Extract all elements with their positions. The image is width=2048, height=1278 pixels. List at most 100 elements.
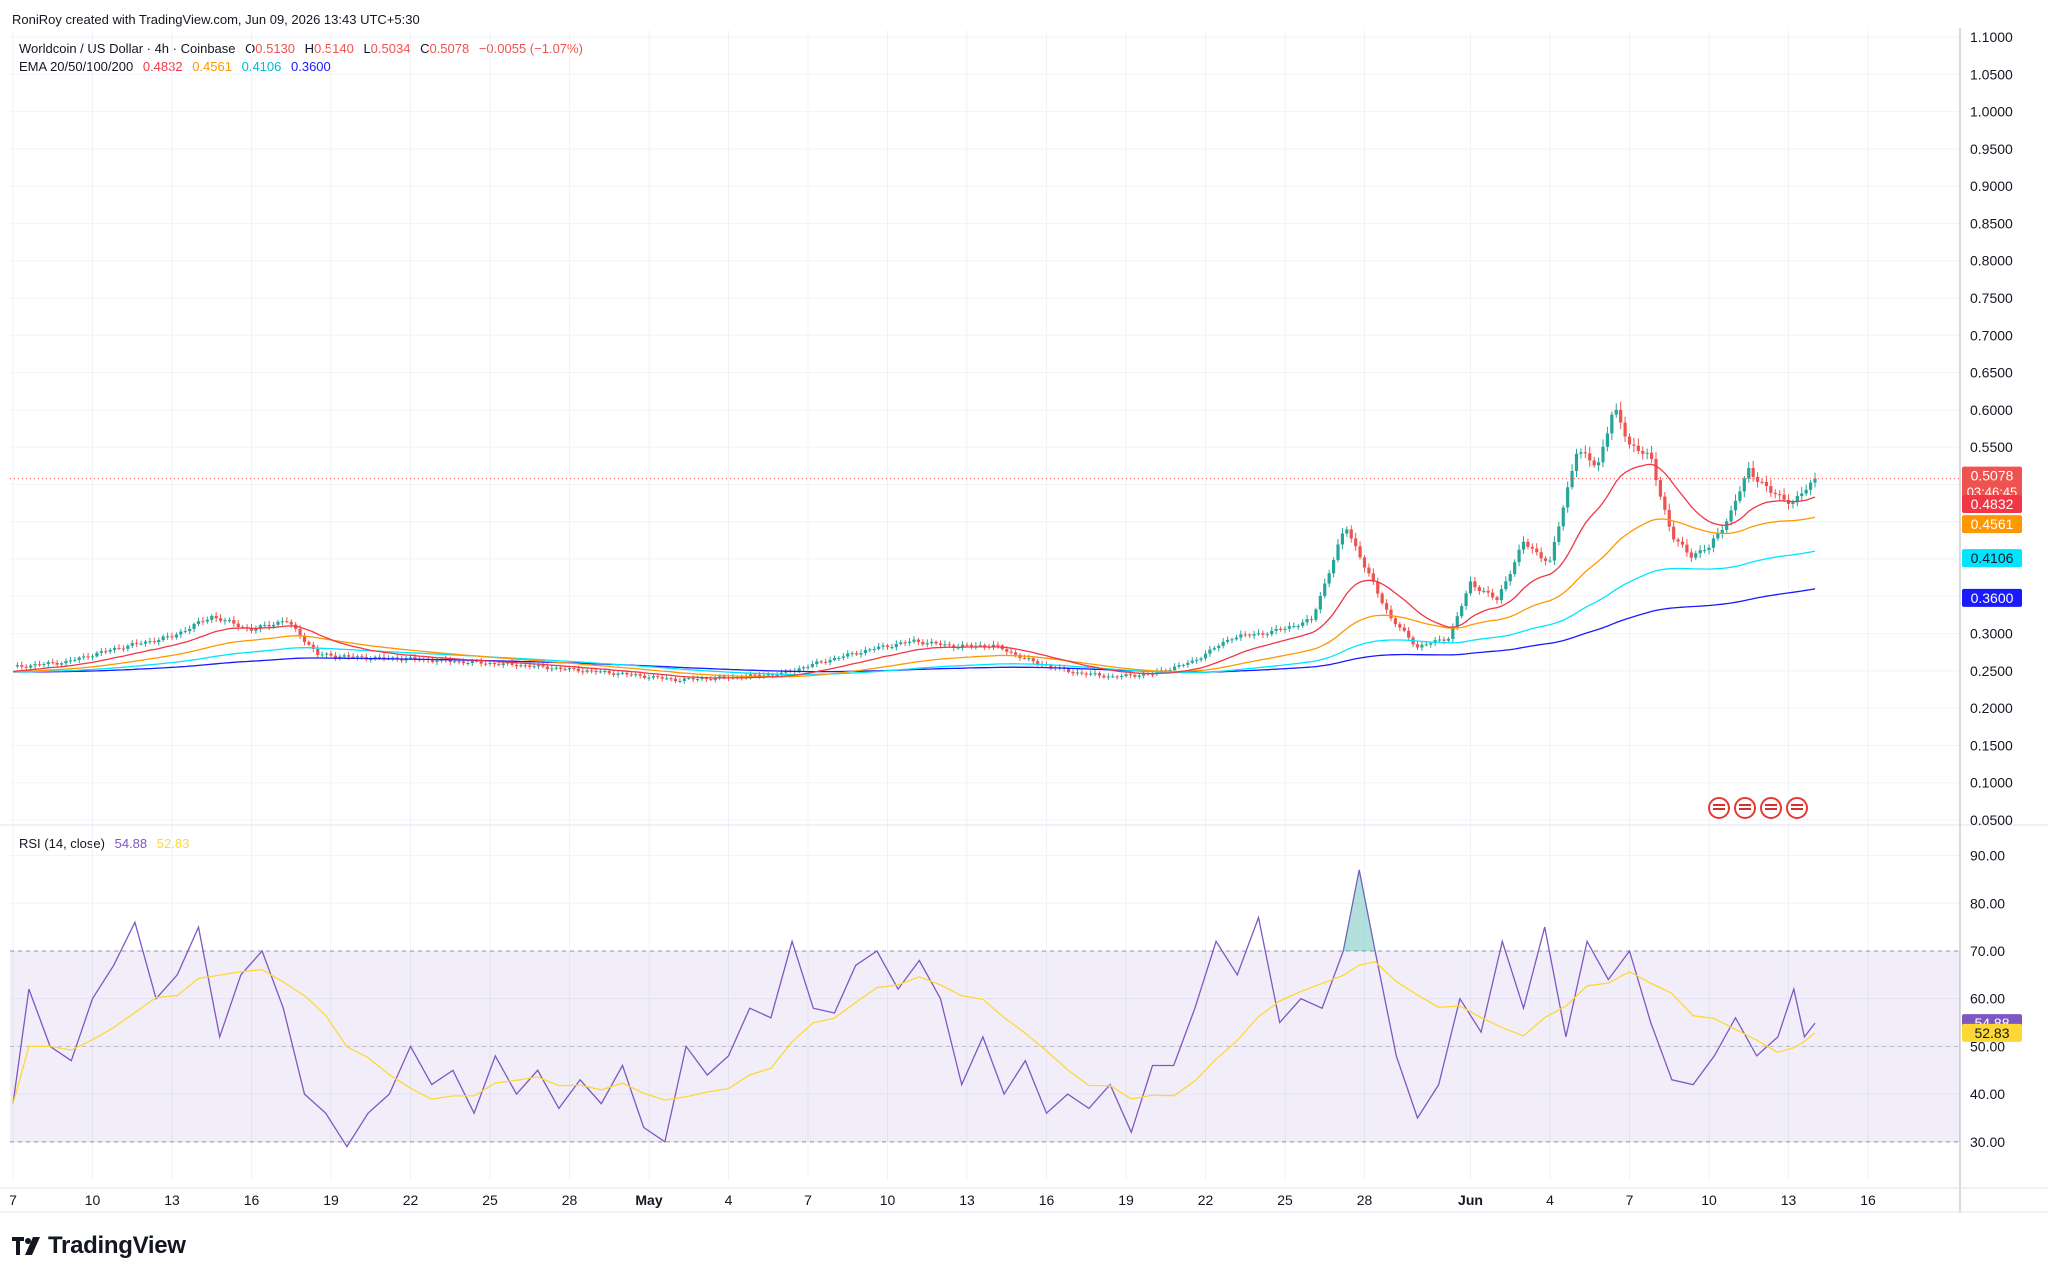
symbol-title[interactable]: Worldcoin / US Dollar · 4h · Coinbase <box>19 41 236 56</box>
candle-body <box>810 664 815 667</box>
candle-body <box>1720 529 1724 534</box>
rsi-ma-value: 52.83 <box>156 836 190 851</box>
candle-body <box>1049 665 1053 668</box>
tradingview-logo[interactable]: TradingView <box>12 1232 186 1260</box>
price-badge-bg <box>1962 588 2022 607</box>
candle-body <box>598 671 603 673</box>
candle-body <box>1588 453 1592 461</box>
logo-text: TradingView <box>48 1232 186 1259</box>
candle-body <box>1380 593 1384 604</box>
rsi-ma-line <box>12 961 1816 1104</box>
candle-body <box>934 641 938 644</box>
candle-body <box>881 645 885 647</box>
time-tick-label: 19 <box>1118 1192 1134 1208</box>
candle-body <box>497 664 501 666</box>
ema200-line <box>13 588 1816 673</box>
candle-body <box>960 644 965 648</box>
candle-body <box>148 641 152 643</box>
rsi-tick-label: 90.00 <box>1970 848 2005 864</box>
us-flag-icon[interactable] <box>1760 797 1782 819</box>
price-tick-label: 0.5500 <box>1970 439 2013 455</box>
candle-body <box>1729 510 1733 522</box>
time-tick-label: 10 <box>880 1192 896 1208</box>
candle-body <box>1133 675 1137 677</box>
ema-label[interactable]: EMA 20/50/100/200 <box>19 59 134 74</box>
candle-body <box>947 644 951 646</box>
candle-body <box>1592 460 1596 466</box>
candle-body <box>46 662 50 665</box>
candle-body <box>1221 641 1225 646</box>
rsi-tick-label: 40.00 <box>1970 1086 2005 1102</box>
rsi-tick-label: 80.00 <box>1970 895 2005 911</box>
candle-body <box>1013 652 1018 655</box>
candle-body <box>576 668 580 672</box>
candle-body <box>824 661 828 663</box>
candle-body <box>514 664 519 667</box>
candle-body <box>695 679 700 681</box>
candle-body <box>152 641 156 643</box>
time-tick-label: 10 <box>85 1192 101 1208</box>
time-tick-label: 28 <box>1357 1192 1373 1208</box>
candle-body <box>311 644 315 649</box>
candle-body <box>656 676 660 678</box>
candle-body <box>1782 494 1786 500</box>
candle-body <box>1566 487 1570 508</box>
candle-body <box>762 675 766 677</box>
candle-body <box>1119 676 1124 678</box>
candle-body <box>952 645 956 649</box>
candle-body <box>1795 496 1799 503</box>
candle-body <box>1248 634 1252 636</box>
candle-body <box>1676 539 1680 542</box>
candle-body <box>682 678 686 681</box>
rsi-badge-bg <box>1962 1023 2022 1042</box>
candle-body <box>338 656 342 658</box>
candle-body <box>1217 645 1221 649</box>
candle-body <box>1354 538 1358 547</box>
rsi-line <box>12 869 1816 1148</box>
candle-body <box>347 655 351 657</box>
candle-body <box>872 648 876 650</box>
rsi-label[interactable]: RSI (14, close) <box>19 836 105 851</box>
us-flag-icon[interactable] <box>1734 797 1756 819</box>
candle-body <box>1583 452 1587 454</box>
ema50-value: 0.4561 <box>192 59 232 74</box>
candle-body <box>506 662 510 664</box>
rsi-tick-label: 30.00 <box>1970 1134 2005 1150</box>
candle-body <box>943 644 947 646</box>
price-tick-label: 0.1000 <box>1970 775 2013 791</box>
candle-body <box>249 627 254 631</box>
candle-body <box>1808 482 1813 490</box>
rsi-tick-label: 50.00 <box>1970 1038 2005 1054</box>
candle-body <box>1645 452 1649 454</box>
candle-body <box>704 678 709 680</box>
candle-body <box>1398 624 1402 628</box>
candle-body <box>377 656 382 658</box>
candle-body <box>585 670 589 672</box>
candle-body <box>806 666 810 668</box>
price-tick-label: 0.9000 <box>1970 178 2013 194</box>
time-tick-label: 7 <box>9 1192 17 1208</box>
candle-body <box>161 636 165 641</box>
candle-body <box>42 664 46 666</box>
time-tick-label: 4 <box>725 1192 733 1208</box>
candle-body <box>916 639 921 642</box>
candle-body <box>642 675 647 679</box>
candle-body <box>192 623 196 629</box>
candles <box>15 401 1817 684</box>
candle-body <box>589 670 594 672</box>
candle-body <box>1186 662 1190 665</box>
time-tick-label: 25 <box>482 1192 498 1208</box>
time-tick-label: 10 <box>1701 1192 1717 1208</box>
candle-body <box>1301 622 1305 626</box>
candle-body <box>1632 444 1636 446</box>
candle-body <box>983 645 987 647</box>
us-flag-icon[interactable] <box>1786 797 1808 819</box>
candle-body <box>285 621 289 623</box>
ema20-line <box>12 463 1816 679</box>
time-tick-label: 25 <box>1277 1192 1293 1208</box>
candle-body <box>1778 494 1782 496</box>
us-flag-icon[interactable] <box>1708 797 1730 819</box>
candle-body <box>771 674 775 676</box>
candle-body <box>320 654 324 656</box>
